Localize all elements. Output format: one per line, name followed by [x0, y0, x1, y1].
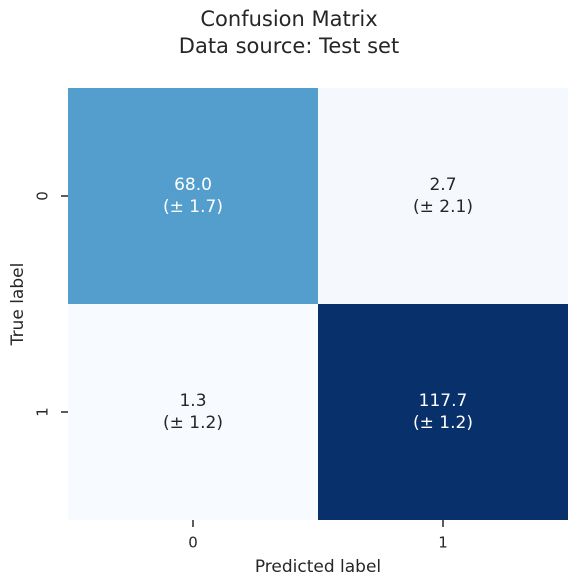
heatmap-cell [318, 88, 568, 304]
heatmap-cell [68, 88, 318, 304]
cell-value-label: 1.3 [179, 391, 206, 411]
chart-title: Confusion Matrix [200, 7, 377, 31]
heatmap-cell [68, 304, 318, 520]
cell-error-label: (± 1.7) [163, 197, 223, 217]
cell-error-label: (± 1.2) [413, 413, 473, 433]
cell-value-label: 2.7 [429, 175, 456, 195]
cell-value-label: 68.0 [174, 175, 212, 195]
chart-subtitle: Data source: Test set [179, 34, 399, 58]
heatmap-cell [318, 304, 568, 520]
cell-value-label: 117.7 [419, 391, 468, 411]
y-tick-label: 0 [34, 191, 52, 201]
x-tick-label: 1 [438, 534, 448, 552]
cell-error-label: (± 1.2) [163, 413, 223, 433]
y-axis-label: True label [8, 263, 28, 347]
y-tick-label: 1 [34, 407, 52, 417]
x-axis-label: Predicted label [255, 557, 381, 577]
x-tick-label: 0 [188, 534, 198, 552]
cell-error-label: (± 2.1) [413, 197, 473, 217]
